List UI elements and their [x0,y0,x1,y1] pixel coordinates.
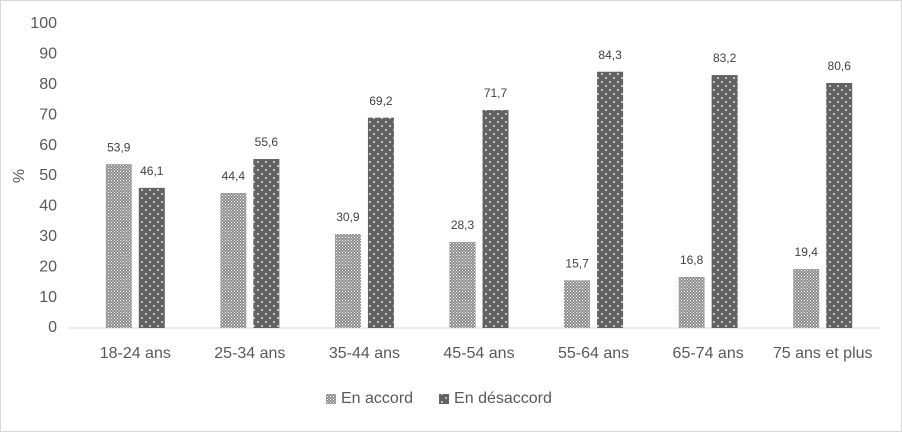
bar [253,158,280,328]
bar [793,269,820,328]
y-tick-label: 90 [39,46,57,63]
legend-label: En désaccord [454,390,552,407]
value-label: 19,4 [795,245,819,259]
value-label: 46,1 [140,164,164,178]
y-tick-label: 30 [39,228,57,245]
value-label: 16,8 [680,253,704,267]
bar [564,280,591,328]
bar [711,75,738,329]
y-tick-label: 10 [39,289,57,306]
legend-swatch [326,394,336,404]
bar [138,187,165,328]
bar [334,234,361,328]
x-tick-label: 55-64 ans [558,345,629,362]
legend-label: En accord [341,390,413,407]
value-label: 83,2 [713,51,737,65]
y-tick-label: 80 [39,76,57,93]
y-tick-label: 20 [39,258,57,275]
x-tick-label: 35-44 ans [329,345,400,362]
legend-swatch [439,394,450,404]
y-tick-label: 50 [39,167,57,184]
value-label: 30,9 [336,210,360,224]
value-label: 53,9 [107,140,131,154]
y-axis-label: % [11,169,28,183]
y-tick-label: 100 [30,15,57,32]
bar [482,110,509,328]
bar [367,117,394,329]
bar [826,82,853,328]
bar [220,193,247,328]
value-label: 80,6 [828,59,852,73]
value-label: 44,4 [222,169,246,183]
bar [449,241,476,328]
bar [105,164,132,328]
x-tick-label: 45-54 ans [443,345,514,362]
bar [678,276,705,328]
value-label: 28,3 [451,218,475,232]
value-label: 71,7 [484,86,508,100]
value-label: 69,2 [369,94,393,108]
y-tick-label: 0 [48,319,57,336]
x-tick-label: 65-74 ans [673,345,744,362]
x-tick-label: 18-24 ans [100,345,171,362]
x-tick-label: 75 ans et plus [773,345,873,362]
value-label: 15,7 [565,256,589,270]
y-tick-label: 60 [39,137,57,154]
x-tick-label: 25-34 ans [214,345,285,362]
value-label: 84,3 [598,48,622,62]
value-label: 55,6 [255,135,279,149]
y-tick-label: 70 [39,106,57,123]
bar [597,71,624,328]
y-tick-label: 40 [39,198,57,215]
